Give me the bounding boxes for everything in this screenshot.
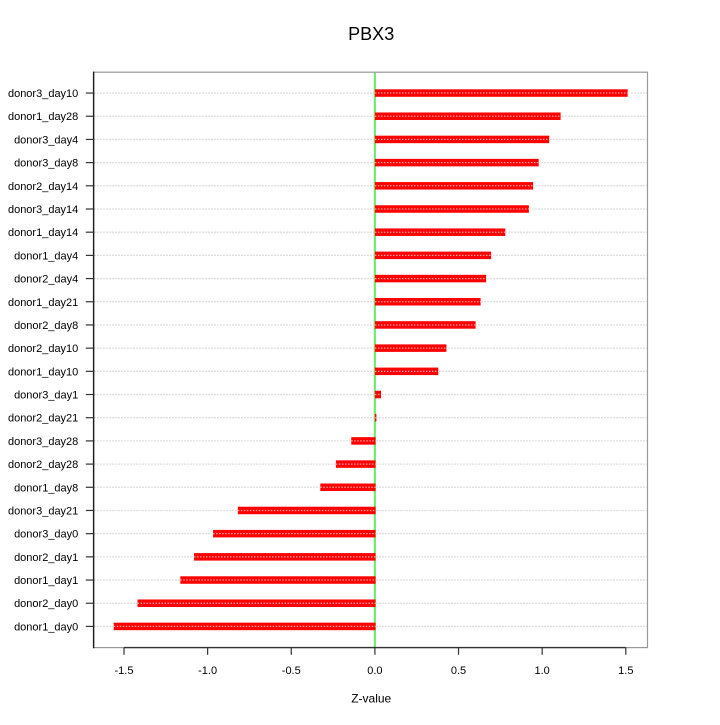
svg-text:donor2_day21: donor2_day21 xyxy=(8,413,78,425)
svg-text:donor1_day0: donor1_day0 xyxy=(14,621,78,633)
svg-text:donor3_day0: donor3_day0 xyxy=(14,529,78,541)
svg-text:-0.5: -0.5 xyxy=(282,665,301,677)
svg-text:0.0: 0.0 xyxy=(367,665,382,677)
svg-text:donor1_day10: donor1_day10 xyxy=(8,366,78,378)
svg-text:PBX3: PBX3 xyxy=(348,24,394,44)
svg-text:donor3_day10: donor3_day10 xyxy=(8,88,78,100)
svg-text:donor3_day14: donor3_day14 xyxy=(8,204,78,216)
svg-text:donor2_day10: donor2_day10 xyxy=(8,343,78,355)
svg-text:donor1_day28: donor1_day28 xyxy=(8,111,78,123)
svg-text:donor3_day4: donor3_day4 xyxy=(14,134,78,146)
svg-text:donor3_day8: donor3_day8 xyxy=(14,158,78,170)
svg-text:donor2_day0: donor2_day0 xyxy=(14,598,78,610)
svg-text:donor1_day21: donor1_day21 xyxy=(8,297,78,309)
svg-text:0.5: 0.5 xyxy=(451,665,466,677)
svg-text:donor1_day4: donor1_day4 xyxy=(14,250,78,262)
svg-text:donor2_day1: donor2_day1 xyxy=(14,552,78,564)
svg-text:donor2_day4: donor2_day4 xyxy=(14,274,78,286)
svg-text:donor3_day21: donor3_day21 xyxy=(8,505,78,517)
svg-text:-1.5: -1.5 xyxy=(115,665,134,677)
svg-text:donor2_day8: donor2_day8 xyxy=(14,320,78,332)
svg-text:donor1_day8: donor1_day8 xyxy=(14,482,78,494)
svg-text:donor2_day14: donor2_day14 xyxy=(8,181,78,193)
svg-text:donor1_day14: donor1_day14 xyxy=(8,227,78,239)
svg-text:donor3_day28: donor3_day28 xyxy=(8,436,78,448)
svg-text:-1.0: -1.0 xyxy=(198,665,217,677)
svg-text:Z-value: Z-value xyxy=(351,692,391,706)
svg-text:1.5: 1.5 xyxy=(618,665,633,677)
svg-text:donor2_day28: donor2_day28 xyxy=(8,459,78,471)
svg-text:1.0: 1.0 xyxy=(535,665,550,677)
svg-text:donor3_day1: donor3_day1 xyxy=(14,390,78,402)
svg-text:donor1_day1: donor1_day1 xyxy=(14,575,78,587)
